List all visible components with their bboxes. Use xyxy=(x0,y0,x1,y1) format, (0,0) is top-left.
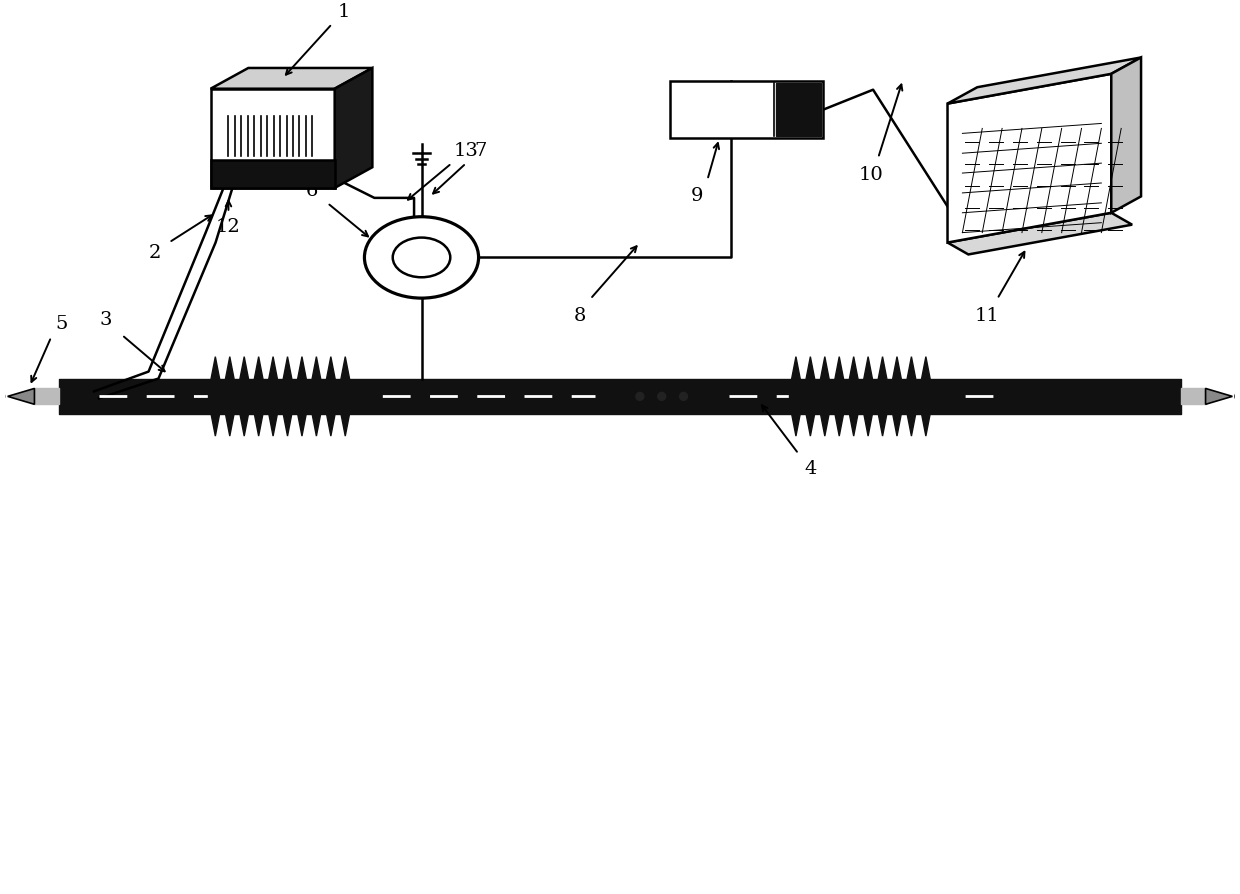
Polygon shape xyxy=(253,358,264,387)
Ellipse shape xyxy=(365,217,479,299)
Text: 13: 13 xyxy=(454,142,479,160)
Text: 10: 10 xyxy=(859,166,883,184)
Polygon shape xyxy=(947,75,1111,243)
Text: 1: 1 xyxy=(339,3,350,21)
Ellipse shape xyxy=(393,239,450,278)
Polygon shape xyxy=(820,358,831,387)
Polygon shape xyxy=(790,407,802,436)
Polygon shape xyxy=(296,407,308,436)
Circle shape xyxy=(657,393,666,401)
Polygon shape xyxy=(296,358,308,387)
Text: 3: 3 xyxy=(99,310,112,329)
Circle shape xyxy=(0,392,5,402)
Polygon shape xyxy=(905,407,918,436)
Polygon shape xyxy=(805,358,816,387)
Circle shape xyxy=(680,393,687,401)
Polygon shape xyxy=(340,358,351,387)
Polygon shape xyxy=(905,358,918,387)
Polygon shape xyxy=(224,358,236,387)
Polygon shape xyxy=(877,407,888,436)
Polygon shape xyxy=(268,358,279,387)
Text: 4: 4 xyxy=(805,460,817,477)
Polygon shape xyxy=(210,358,221,387)
Bar xyxy=(670,81,823,139)
Polygon shape xyxy=(1111,58,1141,214)
Polygon shape xyxy=(862,358,874,387)
Polygon shape xyxy=(238,407,250,436)
Polygon shape xyxy=(310,407,322,436)
Polygon shape xyxy=(920,407,931,436)
Polygon shape xyxy=(238,358,250,387)
Polygon shape xyxy=(211,161,335,189)
Text: 12: 12 xyxy=(216,217,241,235)
Polygon shape xyxy=(325,358,336,387)
Polygon shape xyxy=(833,358,844,387)
Text: 2: 2 xyxy=(149,244,161,262)
Text: 8: 8 xyxy=(574,307,587,325)
Polygon shape xyxy=(862,407,874,436)
Polygon shape xyxy=(833,407,844,436)
Text: 9: 9 xyxy=(691,187,703,205)
Polygon shape xyxy=(211,69,372,89)
Text: 7: 7 xyxy=(475,142,487,160)
Polygon shape xyxy=(335,69,372,189)
Polygon shape xyxy=(820,407,831,436)
Polygon shape xyxy=(877,358,888,387)
Polygon shape xyxy=(1205,389,1233,405)
Polygon shape xyxy=(892,358,903,387)
Circle shape xyxy=(636,393,644,401)
Text: 6: 6 xyxy=(306,181,319,199)
Polygon shape xyxy=(210,407,221,436)
Polygon shape xyxy=(281,358,294,387)
Polygon shape xyxy=(848,358,859,387)
Circle shape xyxy=(1235,392,1240,402)
Polygon shape xyxy=(325,407,336,436)
Polygon shape xyxy=(947,214,1132,255)
Text: 11: 11 xyxy=(975,307,999,325)
Polygon shape xyxy=(892,407,903,436)
Polygon shape xyxy=(947,58,1141,105)
Polygon shape xyxy=(268,407,279,436)
Polygon shape xyxy=(805,407,816,436)
Polygon shape xyxy=(211,89,335,189)
Bar xyxy=(776,84,821,137)
Polygon shape xyxy=(790,358,802,387)
Polygon shape xyxy=(310,358,322,387)
Polygon shape xyxy=(340,407,351,436)
Polygon shape xyxy=(920,358,931,387)
Text: 5: 5 xyxy=(55,315,67,333)
Polygon shape xyxy=(7,389,35,405)
Polygon shape xyxy=(224,407,236,436)
Polygon shape xyxy=(281,407,294,436)
Polygon shape xyxy=(848,407,859,436)
Polygon shape xyxy=(253,407,264,436)
